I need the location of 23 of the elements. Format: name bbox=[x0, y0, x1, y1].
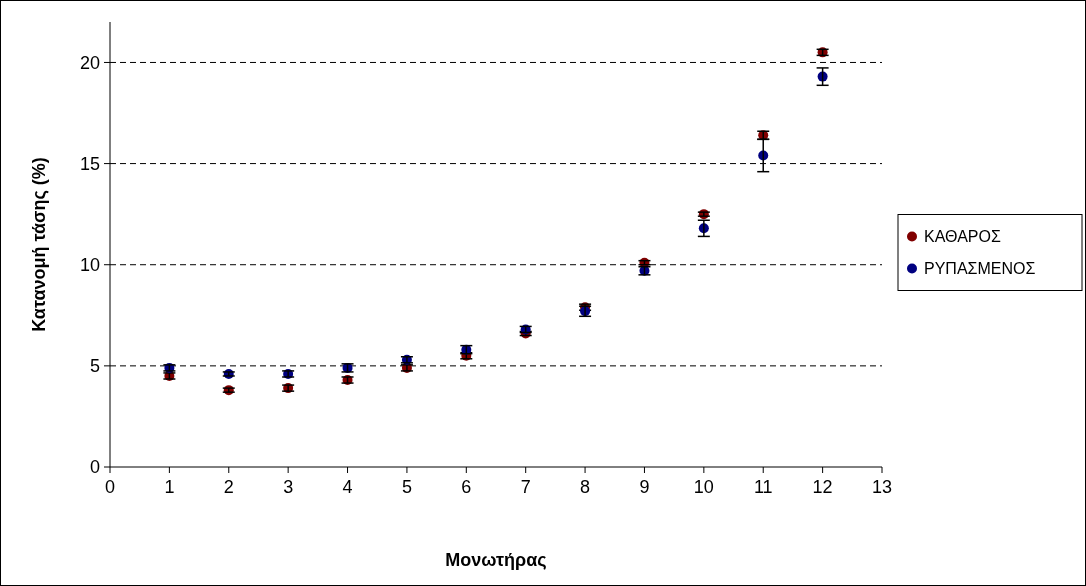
y-tick-label: 5 bbox=[89, 356, 100, 377]
x-tick-label: 0 bbox=[104, 477, 116, 497]
x-tick-label: 10 bbox=[693, 477, 714, 497]
y-tick-label: 15 bbox=[79, 153, 100, 174]
x-tick-label: 3 bbox=[283, 477, 294, 497]
legend-label: ΚΑΘΑΡΟΣ bbox=[924, 228, 1001, 246]
y-tick-label: 10 bbox=[79, 255, 100, 276]
x-tick-label: 4 bbox=[342, 477, 353, 497]
x-tick-label: 5 bbox=[401, 477, 412, 497]
legend-label: ΡΥΠΑΣΜΕΝΟΣ bbox=[924, 260, 1036, 278]
x-tick-label: 11 bbox=[753, 477, 773, 497]
x-tick-label: 7 bbox=[520, 477, 531, 497]
y-tick-label: 0 bbox=[89, 457, 100, 478]
y-axis-title: Κατανομή τάσης (%) bbox=[29, 157, 49, 332]
x-tick-label: 2 bbox=[223, 477, 234, 497]
x-tick-label: 8 bbox=[580, 477, 591, 497]
x-tick-label: 13 bbox=[871, 477, 893, 497]
x-axis-title: Μονωτήρας bbox=[445, 550, 547, 570]
y-tick-label: 20 bbox=[79, 52, 100, 73]
x-tick-label: 1 bbox=[164, 477, 175, 497]
x-tick-label: 12 bbox=[812, 477, 833, 497]
x-tick-label: 6 bbox=[461, 477, 472, 497]
x-tick-label: 9 bbox=[639, 477, 650, 497]
